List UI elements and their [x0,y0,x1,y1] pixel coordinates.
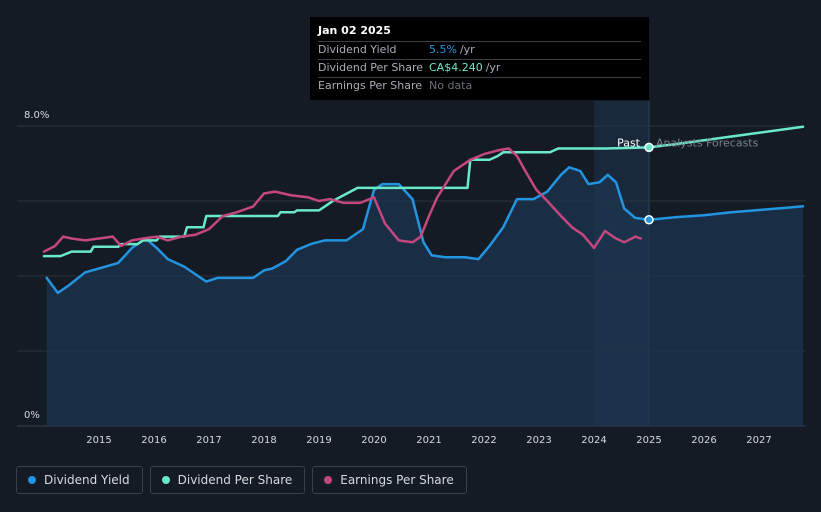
series-line-dividend-yield [45,166,805,295]
x-tick-label: 2024 [581,435,606,446]
legend-item-dividend-yield[interactable]: Dividend Yield [16,466,143,494]
forecast-label: Analysts Forecasts [656,136,759,149]
tooltip-label: Dividend Per Share [318,61,424,74]
highlight-point-dividend-per-share [644,142,654,153]
dividend-yield-area [46,167,803,426]
x-tick-label: 2020 [361,435,386,446]
x-tick-label: 2016 [141,435,166,446]
tooltip-unit: /yr [485,61,501,74]
legend: Dividend Yield Dividend Per Share Earnin… [16,466,467,494]
tooltip: Jan 02 2025 Dividend Yield 5.5% /yr Divi… [310,17,649,100]
highlight-point-dividend-yield [644,215,654,225]
x-tick-label: 2026 [691,435,716,446]
x-tick-label: 2021 [416,435,441,446]
x-tick-label: 2027 [746,435,771,446]
y-axis-label: 8.0% [24,110,49,121]
tooltip-value: 5.5% [429,43,457,56]
past-label: Past [617,136,641,149]
x-tick-label: 2017 [196,435,221,446]
legend-item-dividend-per-share[interactable]: Dividend Per Share [149,466,306,494]
x-tick-label: 2022 [471,435,496,446]
x-tick-label: 2025 [636,435,661,446]
x-tick-label: 2015 [86,435,111,446]
tooltip-value: CA$4.240 [429,61,483,74]
tooltip-value: No data [429,79,473,92]
y-axis-label: 0% [24,410,40,421]
tooltip-unit: /yr [459,43,475,56]
x-tick-label: 2018 [251,435,276,446]
legend-dot-icon [324,476,333,484]
legend-label: Earnings Per Share [340,473,454,487]
tooltip-label: Dividend Yield [318,43,397,56]
legend-dot-icon [28,476,36,484]
legend-label: Dividend Yield [44,473,130,487]
legend-item-earnings-per-share[interactable]: Earnings Per Share [312,466,467,494]
x-tick-label: 2019 [306,435,331,446]
tooltip-label: Earnings Per Share [318,79,423,92]
series-line-dividend-per-share [42,125,805,258]
tooltip-row-earnings-per-share: Earnings Per Share No data [318,77,641,95]
tooltip-row-dividend-yield: Dividend Yield 5.5% /yr [318,41,641,59]
tooltip-date: Jan 02 2025 [318,24,391,37]
legend-dot-icon [161,476,170,484]
legend-label: Dividend Per Share [177,473,293,487]
tooltip-row-dividend-per-share: Dividend Per Share CA$4.240 /yr [318,59,641,77]
series-line-earnings-per-share [42,147,642,253]
x-tick-label: 2023 [526,435,551,446]
